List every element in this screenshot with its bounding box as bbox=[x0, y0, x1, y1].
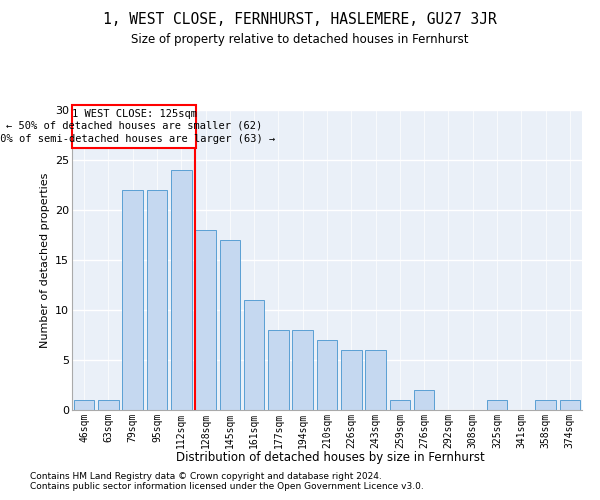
Bar bbox=[74, 400, 94, 410]
Bar bbox=[268, 330, 289, 410]
Text: 1 WEST CLOSE: 125sqm: 1 WEST CLOSE: 125sqm bbox=[71, 109, 197, 119]
Bar bbox=[195, 230, 216, 410]
Bar bbox=[389, 400, 410, 410]
Text: 50% of semi-detached houses are larger (63) →: 50% of semi-detached houses are larger (… bbox=[0, 134, 275, 144]
Text: ← 50% of detached houses are smaller (62): ← 50% of detached houses are smaller (62… bbox=[6, 121, 262, 131]
Bar bbox=[487, 400, 508, 410]
Text: Contains HM Land Registry data © Crown copyright and database right 2024.: Contains HM Land Registry data © Crown c… bbox=[30, 472, 382, 481]
Bar bbox=[171, 170, 191, 410]
Text: Size of property relative to detached houses in Fernhurst: Size of property relative to detached ho… bbox=[131, 32, 469, 46]
Bar bbox=[292, 330, 313, 410]
Bar bbox=[365, 350, 386, 410]
Bar bbox=[220, 240, 240, 410]
Bar bbox=[73, 105, 196, 148]
Text: Distribution of detached houses by size in Fernhurst: Distribution of detached houses by size … bbox=[176, 451, 484, 464]
Bar bbox=[122, 190, 143, 410]
Bar bbox=[98, 400, 119, 410]
Text: 1, WEST CLOSE, FERNHURST, HASLEMERE, GU27 3JR: 1, WEST CLOSE, FERNHURST, HASLEMERE, GU2… bbox=[103, 12, 497, 28]
Bar bbox=[341, 350, 362, 410]
Text: Contains public sector information licensed under the Open Government Licence v3: Contains public sector information licen… bbox=[30, 482, 424, 491]
Bar bbox=[414, 390, 434, 410]
Bar bbox=[560, 400, 580, 410]
Y-axis label: Number of detached properties: Number of detached properties bbox=[40, 172, 50, 348]
Bar bbox=[244, 300, 265, 410]
Bar bbox=[317, 340, 337, 410]
Bar bbox=[146, 190, 167, 410]
Bar bbox=[535, 400, 556, 410]
